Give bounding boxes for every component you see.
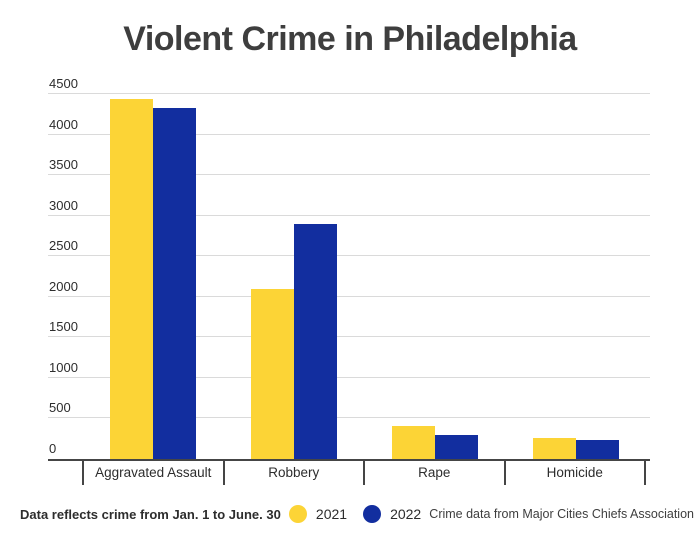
y-axis-tick-label-3000: 3000 (49, 197, 78, 213)
legend-item-2021: 2021 (288, 505, 348, 523)
y-axis-tick-label-2500: 2500 (49, 238, 78, 254)
bar-rape-2022 (434, 434, 478, 459)
x-axis-line (48, 459, 650, 461)
y-axis-tick-label-1000: 1000 (49, 359, 78, 375)
x-axis-category-label: Aggravated Assault (95, 465, 212, 480)
legend-dot-2021 (288, 505, 307, 523)
footer: Data reflects crime from Jan. 1 to June.… (0, 501, 700, 527)
chart-title: Violent Crime in Philadelphia (123, 20, 577, 58)
plot-area: 0 500 1000 1500 2000 2500 3000 3500 4000 4500 (48, 77, 650, 459)
x-axis-category-label: Rape (418, 465, 451, 480)
gridline-2000 (48, 295, 650, 297)
gridline-4500 (48, 93, 650, 94)
x-axis-category-label: Robbery (268, 465, 320, 480)
bar-robbery-2022 (293, 223, 337, 459)
gridline-1500 (48, 336, 650, 338)
footnote: Data reflects crime from Jan. 1 to June.… (20, 506, 281, 522)
legend-label-2022: 2022 (390, 506, 422, 522)
legend: 2021 2022 (288, 505, 421, 523)
bar-aggravated-assault-2021 (109, 98, 153, 459)
y-axis-tick-label-3500: 3500 (49, 157, 78, 173)
x-axis-category-robbery: Robbery (222, 461, 364, 485)
y-axis-tick-label-2000: 2000 (49, 278, 78, 294)
bar-homicide-2021 (532, 437, 576, 459)
gridline-3500 (48, 174, 650, 176)
y-axis-tick-label-1500: 1500 (49, 319, 78, 335)
gridline-4000 (48, 133, 650, 135)
x-axis-category-rape: Rape (363, 461, 504, 485)
bar-homicide-2022 (575, 439, 619, 459)
x-axis-category-label: Homicide (546, 465, 603, 480)
legend-item-2022: 2022 (363, 505, 421, 523)
y-axis-tick-label-4000: 4000 (49, 116, 78, 132)
gridline-3000 (48, 214, 650, 216)
source-credit: Crime data from Major Cities Chiefs Asso… (429, 507, 694, 521)
bar-aggravated-assault-2022 (152, 107, 196, 459)
legend-label-2021: 2021 (315, 506, 348, 522)
gridline-500 (48, 417, 650, 419)
x-axis-category-aggravated-assault: Aggravated Assault (82, 461, 223, 485)
y-axis-tick-label-0: 0 (49, 441, 57, 456)
gridline-2500 (48, 255, 650, 257)
x-axis-category-row: Aggravated Assault Robbery Rape Homicide (82, 461, 646, 485)
y-axis-tick-label-4500: 4500 (49, 76, 78, 91)
bar-rape-2021 (391, 425, 435, 459)
bar-robbery-2021 (250, 289, 294, 459)
gridline-1000 (48, 376, 650, 378)
x-axis-category-homicide: Homicide (503, 461, 645, 485)
y-axis-tick-label-500: 500 (49, 400, 71, 416)
legend-dot-2022 (363, 505, 382, 523)
